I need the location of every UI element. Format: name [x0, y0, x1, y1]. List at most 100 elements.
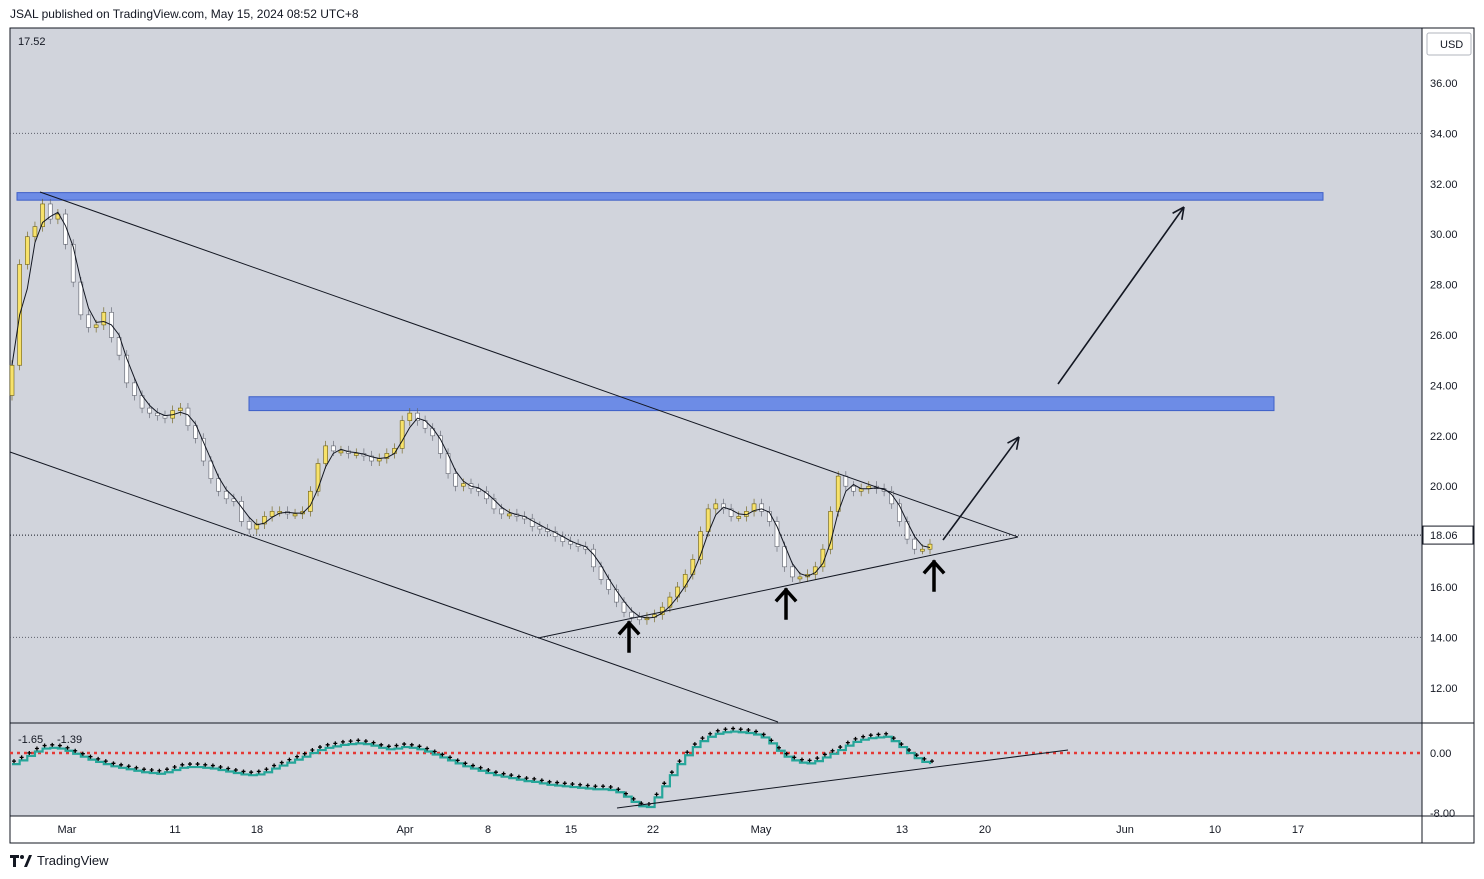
cci-dot: [899, 742, 904, 747]
price-bar[interactable]: [116, 332, 122, 361]
price-bar[interactable]: [101, 307, 107, 330]
price-bar[interactable]: [667, 592, 673, 613]
price-bar[interactable]: [338, 445, 344, 456]
price-bar[interactable]: [912, 534, 918, 555]
price-bar[interactable]: [774, 516, 780, 552]
price-bar[interactable]: [782, 541, 787, 572]
price-bar[interactable]: [78, 277, 84, 320]
resistance-zone-1[interactable]: [16, 192, 1324, 201]
tradingview-brand-text: TradingView: [37, 853, 109, 868]
cci-dot: [172, 765, 177, 770]
price-bar[interactable]: [629, 607, 634, 623]
cci-support-trendline[interactable]: [616, 749, 1069, 809]
price-bar[interactable]: [751, 498, 757, 517]
price-bar[interactable]: [568, 536, 573, 550]
cci-dot: [547, 779, 552, 784]
price-bar[interactable]: [529, 513, 535, 532]
price-bar[interactable]: [269, 506, 275, 522]
price-bar[interactable]: [897, 498, 902, 527]
projection-arrow-long[interactable]: [1057, 206, 1185, 385]
time-tick-label: Jun: [1116, 824, 1134, 836]
price-bar[interactable]: [315, 458, 321, 497]
price-bar[interactable]: [713, 498, 719, 514]
price-bar[interactable]: [254, 518, 260, 535]
chart-frame: [9, 27, 1475, 844]
price-bar[interactable]: [552, 526, 558, 542]
price-bar[interactable]: [537, 521, 543, 535]
price-bar[interactable]: [369, 450, 374, 467]
current-price-label: 18.06: [1430, 530, 1458, 542]
price-bar[interactable]: [124, 350, 130, 388]
tradingview-footer[interactable]: TradingView: [10, 853, 109, 868]
price-bar[interactable]: [828, 506, 833, 555]
cci-dot: [478, 765, 483, 770]
price-bar[interactable]: [698, 526, 703, 565]
price-bar[interactable]: [407, 408, 413, 426]
price-bar[interactable]: [200, 433, 206, 467]
price-bar[interactable]: [789, 561, 795, 582]
price-bar[interactable]: [353, 448, 359, 459]
price-bar[interactable]: [155, 408, 160, 421]
price-bar[interactable]: [9, 360, 15, 401]
price-bar[interactable]: [132, 377, 137, 401]
cci-dot: [295, 754, 300, 759]
cci-dot: [432, 749, 437, 754]
cci-dot: [777, 745, 781, 750]
price-bar[interactable]: [499, 503, 504, 519]
projection-arrow-short[interactable]: [942, 436, 1020, 541]
price-bar[interactable]: [759, 498, 765, 517]
price-bar[interactable]: [47, 198, 53, 225]
price-bar[interactable]: [32, 221, 38, 242]
price-bar[interactable]: [506, 508, 512, 519]
price-bar[interactable]: [208, 455, 214, 484]
price-bar[interactable]: [239, 496, 244, 527]
cci-dot: [356, 738, 361, 743]
upper-trendline[interactable]: [39, 191, 1019, 538]
cci-dot: [853, 736, 858, 741]
price-bar[interactable]: [86, 309, 91, 333]
price-bar[interactable]: [705, 503, 711, 537]
price-bar[interactable]: [178, 403, 183, 416]
price-bar[interactable]: [728, 503, 734, 522]
cci-dot: [539, 778, 544, 783]
price-bar[interactable]: [24, 231, 30, 270]
cci-dot: [914, 753, 919, 758]
cci-dot: [57, 743, 62, 748]
rising-support-trendline[interactable]: [537, 536, 1019, 639]
resistance-zone-2[interactable]: [248, 396, 1275, 412]
currency-button[interactable]: [1426, 32, 1472, 56]
price-bar[interactable]: [736, 511, 742, 522]
price-bar[interactable]: [292, 508, 298, 519]
cci-dot: [838, 745, 843, 750]
cci-dot: [386, 744, 391, 749]
price-bar[interactable]: [591, 544, 596, 572]
cci-dot: [371, 740, 376, 745]
cci-dot: [348, 739, 353, 744]
price-bar[interactable]: [721, 498, 726, 514]
price-bar[interactable]: [491, 493, 497, 514]
cci-dot: [692, 742, 697, 747]
price-bar[interactable]: [63, 209, 68, 250]
price-bar[interactable]: [438, 430, 443, 459]
cci-dot: [134, 765, 139, 770]
cci-dot: [42, 743, 47, 748]
cci-dot: [891, 736, 896, 741]
price-bar[interactable]: [262, 511, 267, 530]
price-bar[interactable]: [476, 483, 481, 497]
price-bar[interactable]: [40, 198, 45, 232]
price-bar[interactable]: [851, 481, 856, 497]
price-bar[interactable]: [384, 448, 390, 464]
time-tick-label: 8: [485, 824, 491, 836]
price-bar[interactable]: [399, 415, 405, 454]
price-bar[interactable]: [636, 612, 642, 625]
price-bar[interactable]: [246, 516, 252, 535]
cci-value-label-b: -1.39: [57, 734, 82, 746]
moving-average-line: [11, 211, 931, 619]
lower-channel-trendline[interactable]: [9, 451, 779, 723]
price-bar[interactable]: [415, 408, 420, 426]
price-bar[interactable]: [453, 468, 459, 492]
cci-dot: [119, 762, 124, 767]
price-bar[interactable]: [323, 440, 328, 469]
cci-dot: [180, 762, 185, 767]
